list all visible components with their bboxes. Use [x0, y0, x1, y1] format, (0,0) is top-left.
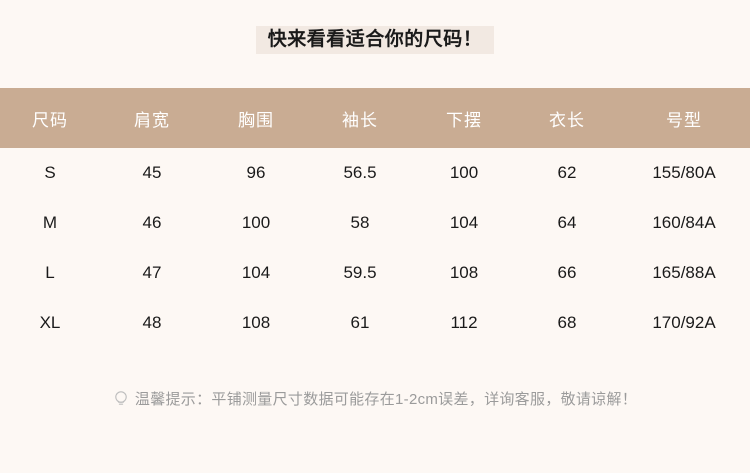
lightbulb-icon	[113, 390, 129, 408]
column-header-hem: 下摆	[446, 110, 482, 130]
cell-hem: 108	[412, 248, 516, 298]
title-highlight-band: 快来看看适合你的尺码！	[255, 26, 495, 54]
cell-sleeve: 58	[308, 198, 412, 248]
cell-spec: 160/84A	[618, 198, 750, 248]
size-chart-table: 尺码 肩宽 胸围 袖长 下摆 衣长 号型 S 45 96 56.5 100 62…	[0, 88, 750, 348]
column-header-size: 尺码	[32, 110, 68, 130]
cell-length: 64	[516, 198, 618, 248]
cell-sleeve: 59.5	[308, 248, 412, 298]
cell-shoulder: 48	[100, 298, 204, 348]
cell-length: 62	[516, 148, 618, 198]
cell-bust: 96	[204, 148, 308, 198]
table-row: S 45 96 56.5 100 62 155/80A	[0, 148, 750, 198]
footer-note-text: 温馨提示：平铺测量尺寸数据可能存在1-2cm误差，详询客服，敬请谅解！	[134, 391, 638, 408]
cell-size: XL	[0, 298, 100, 348]
cell-hem: 112	[412, 298, 516, 348]
cell-hem: 104	[412, 198, 516, 248]
title-text: 快来看看适合你的尺码！	[267, 29, 483, 50]
cell-hem: 100	[412, 148, 516, 198]
table-row: L 47 104 59.5 108 66 165/88A	[0, 248, 750, 298]
cell-shoulder: 45	[100, 148, 204, 198]
cell-sleeve: 56.5	[308, 148, 412, 198]
table-row: XL 48 108 61 112 68 170/92A	[0, 298, 750, 348]
column-header-bust: 胸围	[238, 110, 274, 130]
column-header-sleeve: 袖长	[342, 110, 378, 130]
cell-shoulder: 47	[100, 248, 204, 298]
footer-note: 温馨提示：平铺测量尺寸数据可能存在1-2cm误差，详询客服，敬请谅解！	[0, 388, 750, 409]
cell-size: S	[0, 148, 100, 198]
cell-shoulder: 46	[100, 198, 204, 248]
cell-bust: 108	[204, 298, 308, 348]
column-header-length: 衣长	[549, 110, 585, 130]
cell-spec: 155/80A	[618, 148, 750, 198]
cell-size: M	[0, 198, 100, 248]
column-header-spec: 号型	[666, 110, 702, 130]
cell-spec: 170/92A	[618, 298, 750, 348]
column-header-shoulder: 肩宽	[134, 110, 170, 130]
cell-size: L	[0, 248, 100, 298]
table-row: M 46 100 58 104 64 160/84A	[0, 198, 750, 248]
cell-bust: 104	[204, 248, 308, 298]
cell-spec: 165/88A	[618, 248, 750, 298]
cell-sleeve: 61	[308, 298, 412, 348]
cell-length: 66	[516, 248, 618, 298]
cell-length: 68	[516, 298, 618, 348]
table-header-row: 尺码 肩宽 胸围 袖长 下摆 衣长 号型	[0, 88, 750, 148]
page-title: 快来看看适合你的尺码！	[0, 26, 750, 54]
cell-bust: 100	[204, 198, 308, 248]
